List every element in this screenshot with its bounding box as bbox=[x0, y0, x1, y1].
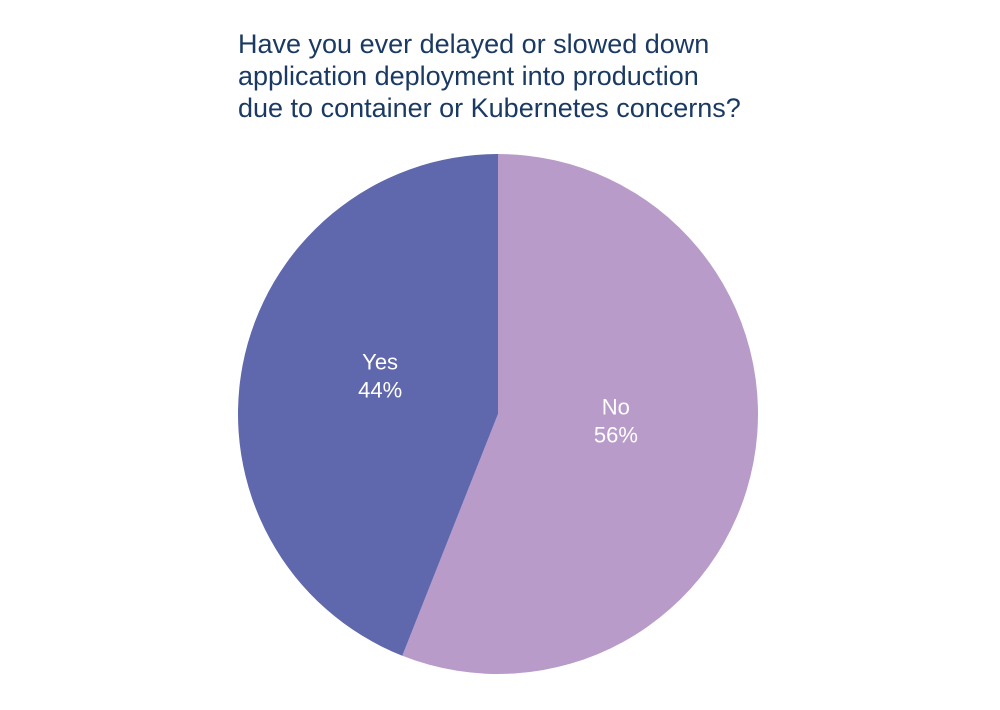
slice-value-label: 44% bbox=[358, 377, 402, 402]
slice-label: No bbox=[602, 394, 630, 419]
pie-slice bbox=[237, 154, 498, 656]
chart-title: due to container or Kubernetes concerns? bbox=[238, 93, 741, 123]
slice-value-label: 56% bbox=[594, 422, 638, 447]
chart-title: application deployment into production bbox=[238, 61, 699, 91]
chart-title: Have you ever delayed or slowed down bbox=[238, 29, 709, 59]
slice-label: Yes bbox=[362, 349, 398, 374]
pie-slice bbox=[402, 154, 758, 674]
